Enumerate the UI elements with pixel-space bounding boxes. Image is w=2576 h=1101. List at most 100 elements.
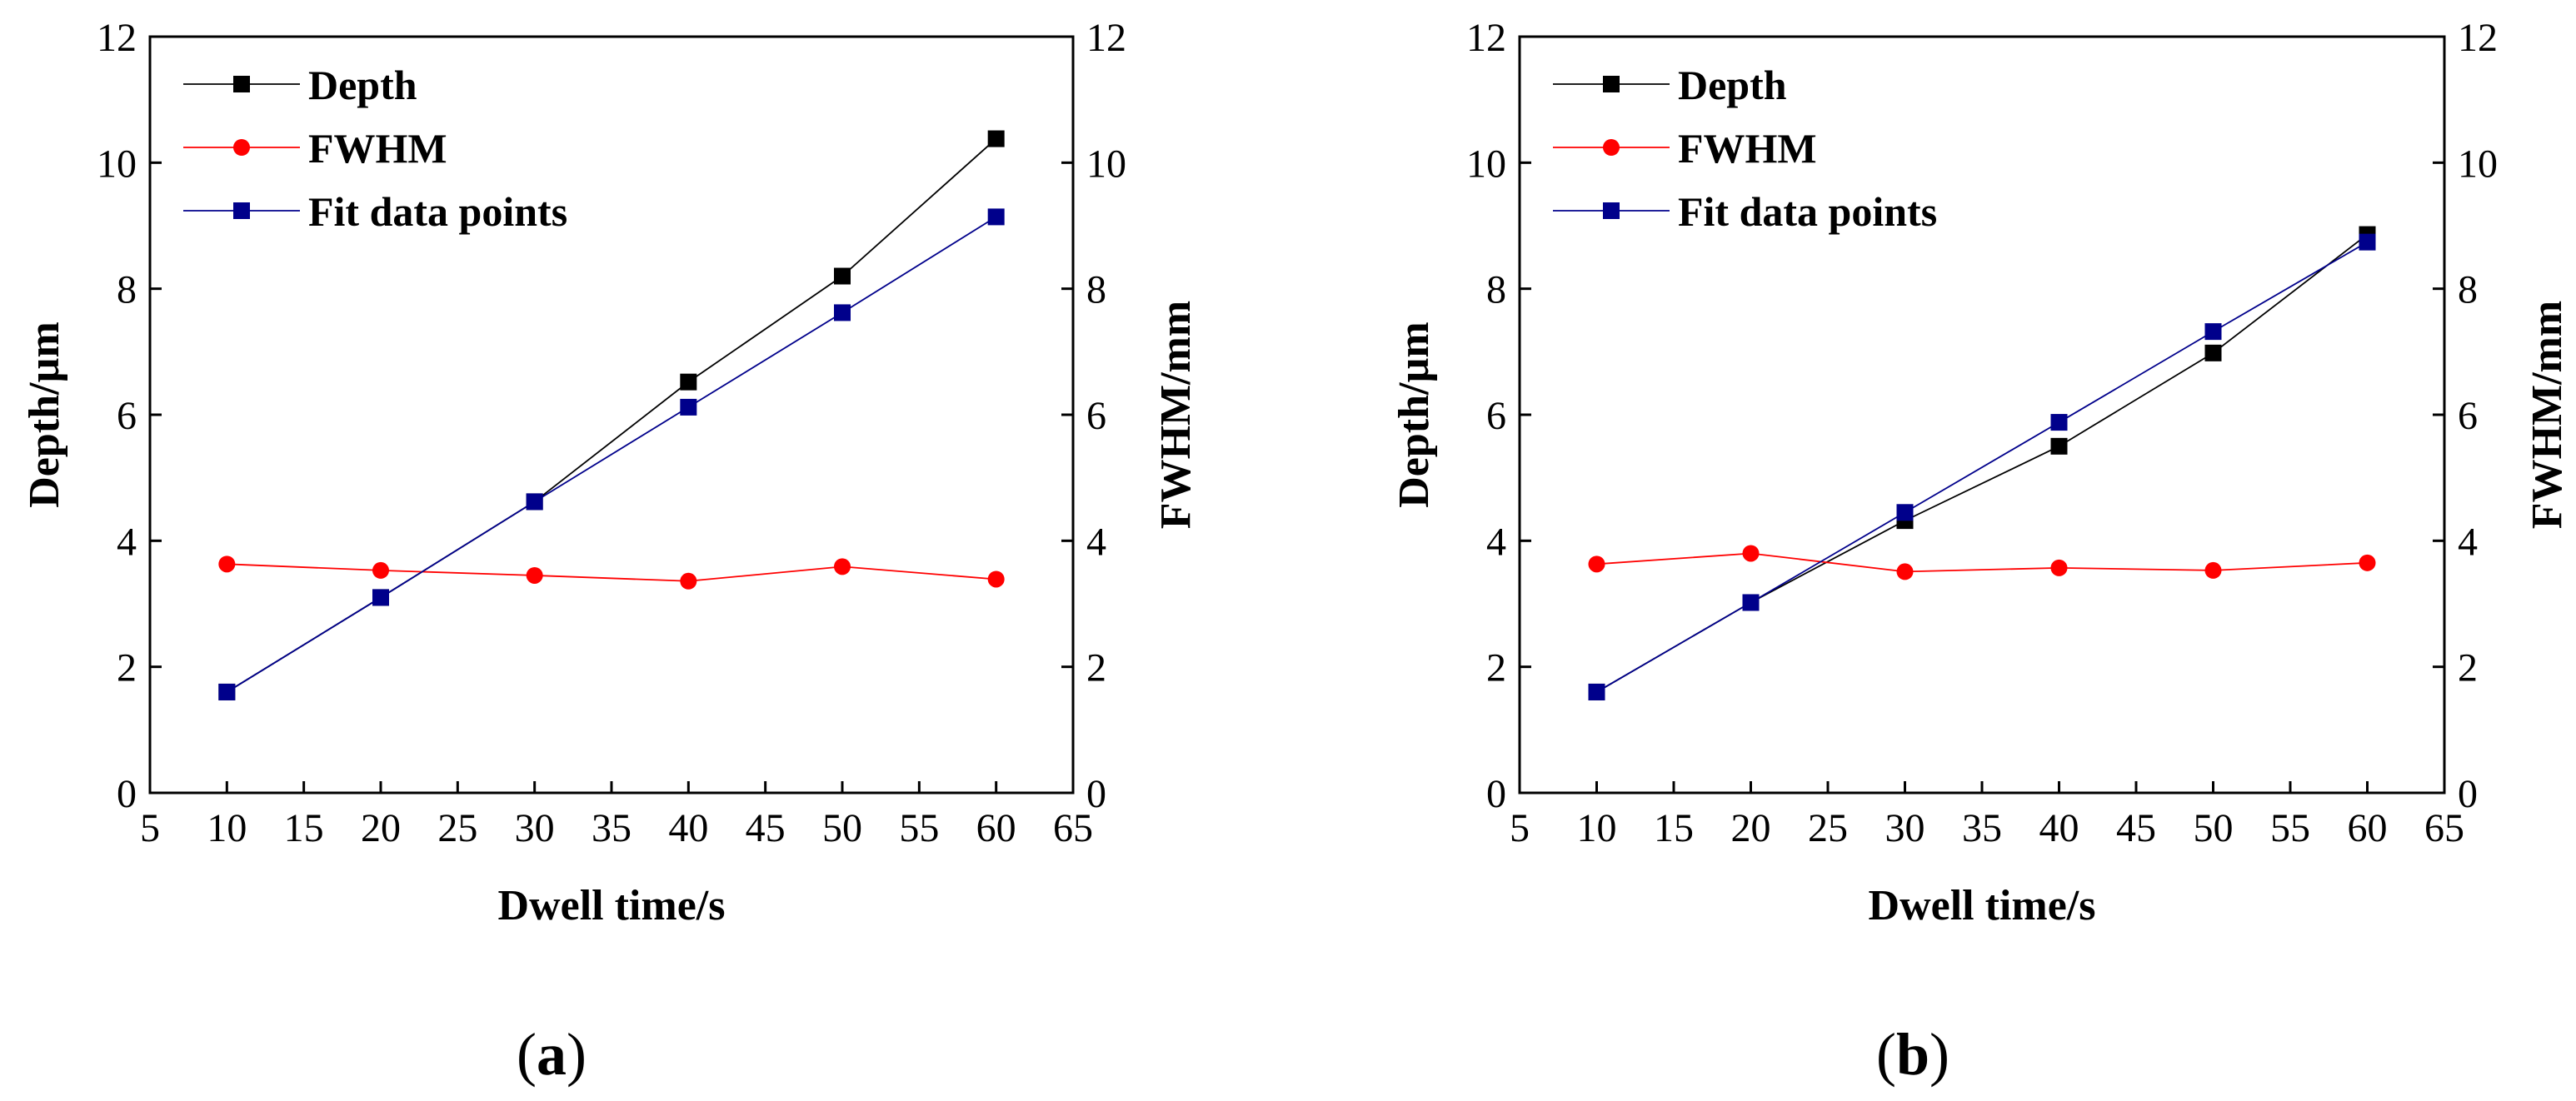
y2-tick-label: 10 — [2458, 142, 2498, 186]
data-point-fwhm — [1742, 545, 1760, 562]
legend-label-fwhm: FWHM — [308, 125, 447, 172]
legend-marker-depth — [233, 76, 250, 92]
legend-label-fit-data-points: Fit data points — [308, 188, 567, 235]
legend: Depth FWHM Fit data points — [1553, 62, 1937, 235]
y-axis-title: Depth/µm — [1390, 321, 1438, 508]
panel-caption: (a) — [517, 1021, 587, 1088]
x-tick-label: 5 — [140, 806, 160, 850]
data-point-fit-data-points — [218, 683, 236, 700]
y-tick-label: 0 — [117, 772, 137, 816]
data-point-fit-data-points — [1588, 683, 1605, 700]
data-point-depth — [2050, 437, 2068, 455]
y-tick-label: 6 — [1486, 394, 1506, 438]
caption-part: b — [1896, 1021, 1930, 1088]
data-point-depth — [680, 373, 697, 391]
x-tick-label: 10 — [1577, 806, 1617, 850]
y-tick-label: 2 — [1486, 646, 1506, 690]
y2-tick-label: 4 — [2458, 520, 2478, 564]
plot-frame — [1518, 35, 2446, 795]
y2-tick-label: 8 — [1086, 268, 1106, 312]
y-tick-label: 6 — [117, 394, 137, 438]
legend-label-depth: Depth — [1678, 62, 1787, 108]
legend: Depth FWHM Fit data points — [183, 62, 567, 235]
y2-tick-label: 2 — [1086, 646, 1106, 690]
x-tick-label: 40 — [2039, 806, 2079, 850]
data-point-fit-data-points — [2204, 323, 2222, 341]
y-tick-label: 10 — [1466, 142, 1506, 186]
data-point-fit-data-points — [2359, 233, 2376, 251]
data-point-fit-data-points — [834, 304, 851, 321]
x-tick-label: 15 — [284, 806, 324, 850]
y2-tick-label: 12 — [1086, 16, 1126, 60]
data-point-fit-data-points — [1742, 594, 1760, 611]
series-fwhm — [218, 555, 1005, 590]
y2-tick-label: 4 — [1086, 520, 1106, 564]
data-point-fwhm — [987, 570, 1005, 588]
x-tick-label: 55 — [2270, 806, 2310, 850]
series-depth — [1588, 226, 2376, 700]
y2-axis-title: FWHM/mm — [1152, 301, 1200, 529]
y-tick-label: 4 — [117, 520, 137, 564]
y2-tick-label: 6 — [1086, 394, 1106, 438]
data-point-fit-data-points — [987, 208, 1005, 226]
chart-panel-a: 5 10 15 20 25 30 35 40 45 50 55 60 650 02 24 46 68 810 101… — [21, 16, 1200, 1088]
legend-label-fwhm: FWHM — [1678, 125, 1817, 172]
data-point-fit-data-points — [1896, 504, 1914, 521]
data-point-fwhm — [2359, 554, 2376, 571]
series-line-fit-data-points — [1596, 241, 2368, 693]
x-tick-label: 60 — [2348, 806, 2388, 850]
x-tick-label: 25 — [1808, 806, 1848, 850]
x-axis-title: Dwell time/s — [1869, 882, 2096, 929]
x-tick-label: 40 — [668, 806, 708, 850]
x-tick-label: 30 — [1885, 806, 1925, 850]
x-tick-label: 50 — [2194, 806, 2234, 850]
data-point-fwhm — [2204, 561, 2222, 579]
y2-tick-label: 6 — [2458, 394, 2478, 438]
legend-marker-fwhm — [233, 139, 250, 156]
x-tick-label: 45 — [746, 806, 786, 850]
caption-part: ) — [567, 1021, 587, 1088]
data-point-fit-data-points — [526, 493, 543, 511]
x-tick-label: 30 — [515, 806, 555, 850]
data-point-fwhm — [218, 555, 236, 573]
x-tick-label: 50 — [822, 806, 862, 850]
x-tick-label: 20 — [361, 806, 401, 850]
y-tick-label: 4 — [1486, 520, 1506, 564]
y2-tick-label: 10 — [1086, 142, 1126, 186]
legend-label-depth: Depth — [308, 62, 417, 108]
series-line-fit-data-points — [226, 216, 997, 693]
series-line-fwhm — [227, 563, 996, 582]
legend-label-fit-data-points: Fit data points — [1678, 188, 1937, 235]
x-tick-label: 10 — [207, 806, 247, 850]
data-point-depth — [987, 130, 1005, 147]
data-point-depth — [834, 267, 851, 285]
y2-axis-title: FWHM/mm — [2524, 301, 2571, 529]
y-tick-label: 8 — [1486, 268, 1506, 312]
data-point-fwhm — [680, 572, 697, 590]
legend-marker-depth — [1603, 76, 1620, 92]
series-fit-data-points — [1588, 233, 2376, 700]
y-tick-label: 2 — [117, 646, 137, 690]
series-line-fwhm — [1596, 552, 2368, 573]
data-point-depth — [2204, 344, 2222, 361]
x-tick-label: 60 — [976, 806, 1016, 850]
data-point-fwhm — [2050, 559, 2068, 576]
series-fit-data-points — [218, 208, 1005, 700]
y2-tick-label: 0 — [2458, 772, 2478, 816]
legend-marker-fit-data-points — [1603, 202, 1620, 219]
caption-part: ( — [1876, 1021, 1896, 1088]
y-axis-title: Depth/µm — [21, 321, 68, 508]
x-tick-label: 65 — [2424, 806, 2464, 850]
y-tick-label: 0 — [1486, 772, 1506, 816]
data-point-fit-data-points — [372, 589, 389, 606]
data-point-fit-data-points — [2050, 414, 2068, 431]
data-point-fwhm — [372, 561, 389, 579]
x-tick-label: 5 — [1510, 806, 1530, 850]
y-tick-label: 8 — [117, 268, 137, 312]
y-tick-label: 12 — [97, 16, 137, 60]
data-point-fwhm — [834, 558, 851, 575]
x-tick-label: 45 — [2116, 806, 2156, 850]
caption-part: ) — [1930, 1021, 1949, 1088]
x-tick-label: 20 — [1731, 806, 1771, 850]
